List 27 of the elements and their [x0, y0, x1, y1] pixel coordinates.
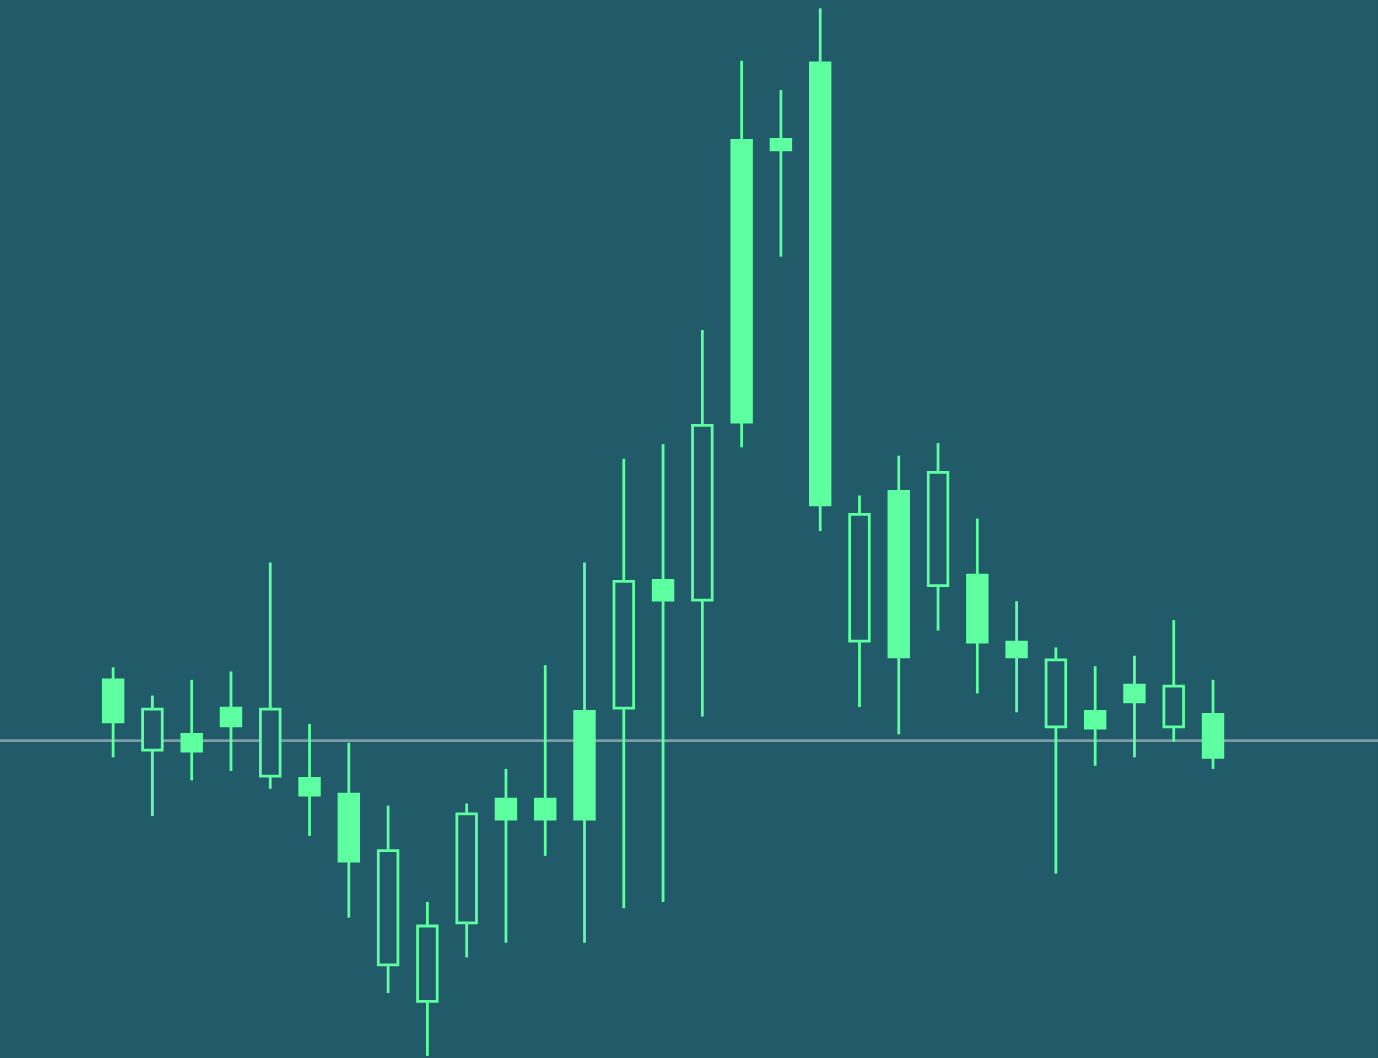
- candlestick: [219, 670, 243, 773]
- candlestick: [534, 663, 557, 858]
- candlestick: [1162, 618, 1185, 744]
- candlestick: [966, 517, 989, 695]
- candlestick: [376, 804, 400, 995]
- candlestick: [1123, 654, 1146, 759]
- candlestick: [573, 561, 596, 945]
- candlestick: [1005, 599, 1028, 714]
- candlestick: [101, 665, 125, 759]
- candlestick: [848, 494, 871, 709]
- candlestick: [612, 457, 635, 910]
- candlestick: [651, 442, 675, 904]
- candlestick: [416, 900, 439, 1058]
- candlestick: [1083, 664, 1107, 768]
- candlestick: [494, 767, 518, 945]
- candlestick: [730, 59, 753, 449]
- candlestick: [808, 6, 832, 533]
- candlestick: [887, 454, 910, 736]
- candlestick: [141, 694, 164, 818]
- candlestick: [259, 561, 282, 791]
- candlestick: [455, 802, 478, 959]
- candlestick: [180, 678, 203, 782]
- candlestick: [769, 88, 793, 259]
- candlestick: [926, 441, 950, 632]
- candlestick: [337, 741, 361, 920]
- candlestick: [298, 722, 321, 838]
- candlestick: [691, 328, 714, 718]
